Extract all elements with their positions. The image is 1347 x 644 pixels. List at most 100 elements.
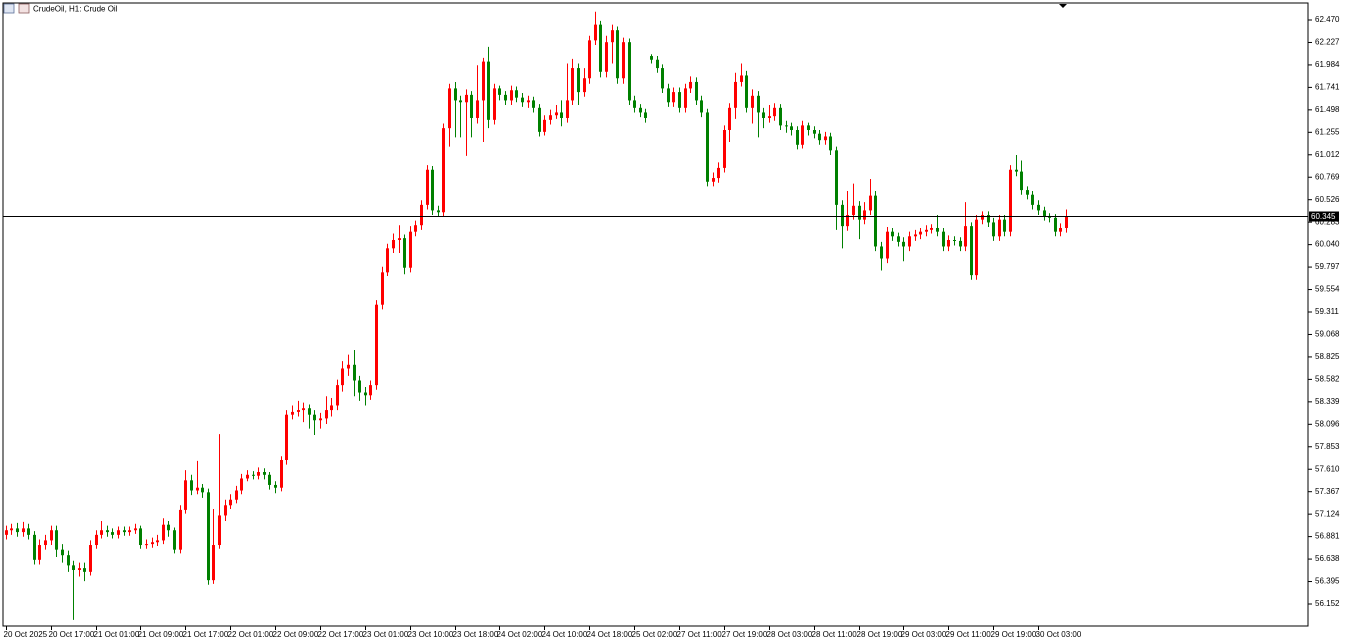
candle-body [398,238,401,240]
candle-body [925,229,928,232]
candle-body [689,81,692,89]
y-tick-label: 58.096 [1315,419,1340,428]
candle-body [392,239,395,249]
candle-body [796,130,799,145]
candle-body [964,226,967,247]
candle-body [829,136,832,151]
candle-body [1015,169,1018,172]
candle-body [992,222,995,237]
candle-body [465,94,468,103]
candle-body [745,75,748,108]
candle-body [78,568,81,570]
candle-body [599,24,602,72]
candle-body [190,480,193,491]
candle-body [549,115,552,120]
candle-body [151,542,154,545]
candle-body [947,239,950,247]
one-click-trading-arrow[interactable] [1059,4,1067,8]
candle-body [751,95,754,108]
candle-body [644,112,647,118]
candle-body [583,78,586,93]
candle-body [100,530,103,535]
candle-body [173,530,176,550]
candle-body [959,240,962,247]
candle-body [482,61,485,101]
candle-body [291,411,294,415]
candle-body [672,92,675,103]
candle-body [431,169,434,211]
candle-body [55,530,58,550]
x-tick-label: 30 Oct 03:00 [1036,630,1082,639]
candle-body [981,215,984,220]
candle-body [919,231,922,235]
y-tick-label: 62.227 [1315,38,1340,47]
candle-body [1059,227,1062,232]
plot-area [5,11,1068,620]
candle-body [325,410,328,419]
candle-body [111,532,114,535]
candle-body [128,530,131,533]
candle-body [201,487,204,493]
x-tick-label: 23 Oct 18:00 [453,630,499,639]
candle-body [207,492,210,581]
candle-body [785,125,788,127]
candle-body [661,68,664,89]
candle-body [914,234,917,237]
candle-body [594,24,597,41]
candle-body [437,210,440,213]
candle-body [106,530,109,533]
candle-body [212,545,215,581]
candle-body [936,227,939,232]
candle-body [1043,210,1046,216]
candle-body [162,524,165,541]
candle-body [897,236,900,242]
candle-body [257,472,260,476]
candle-body [369,385,372,396]
candle-body [27,528,30,535]
symbol-icon[interactable] [18,3,30,14]
candle-body [16,528,19,533]
x-tick-label: 21 Oct 17:00 [183,630,229,639]
candle-body [538,107,541,132]
candle-body [330,405,333,411]
x-tick-label: 23 Oct 10:00 [408,630,454,639]
candle-body [807,125,810,131]
candle-body [930,227,933,230]
candle-body [874,195,877,247]
candle-body [588,40,591,79]
candle-body [454,88,457,101]
chart-icon[interactable] [3,3,15,14]
candle-body [510,90,513,101]
candle-body [246,474,249,479]
candle-body [493,88,496,120]
y-tick-label: 61.255 [1315,127,1340,136]
candle-body [571,68,574,101]
x-tick-label: 29 Oct 03:00 [901,630,947,639]
candle-body [605,42,608,72]
candle-body [1054,217,1057,232]
candle-body [341,368,344,386]
candle-body [297,410,300,412]
x-tick-label: 22 Oct 09:00 [273,630,319,639]
candle-body [403,238,406,268]
x-tick-label: 24 Oct 02:00 [497,630,543,639]
candle-body [302,408,305,411]
candle-body [308,408,311,415]
x-tick-label: 27 Oct 19:00 [722,630,768,639]
candle-body [476,100,479,118]
candle-body [633,100,636,108]
candle-body [5,530,8,535]
candle-body [274,484,277,488]
candle-body [577,68,580,93]
x-tick-label: 27 Oct 11:00 [677,630,723,639]
candle-body [1031,194,1034,205]
candle-body [313,414,316,421]
y-tick-label: 61.984 [1315,60,1340,69]
x-tick-label: 22 Oct 17:00 [318,630,364,639]
candle-body [841,204,844,227]
candle-body [987,215,990,223]
candle-body [953,239,956,241]
y-tick-label: 60.769 [1315,172,1340,181]
candle-body [1020,171,1023,191]
